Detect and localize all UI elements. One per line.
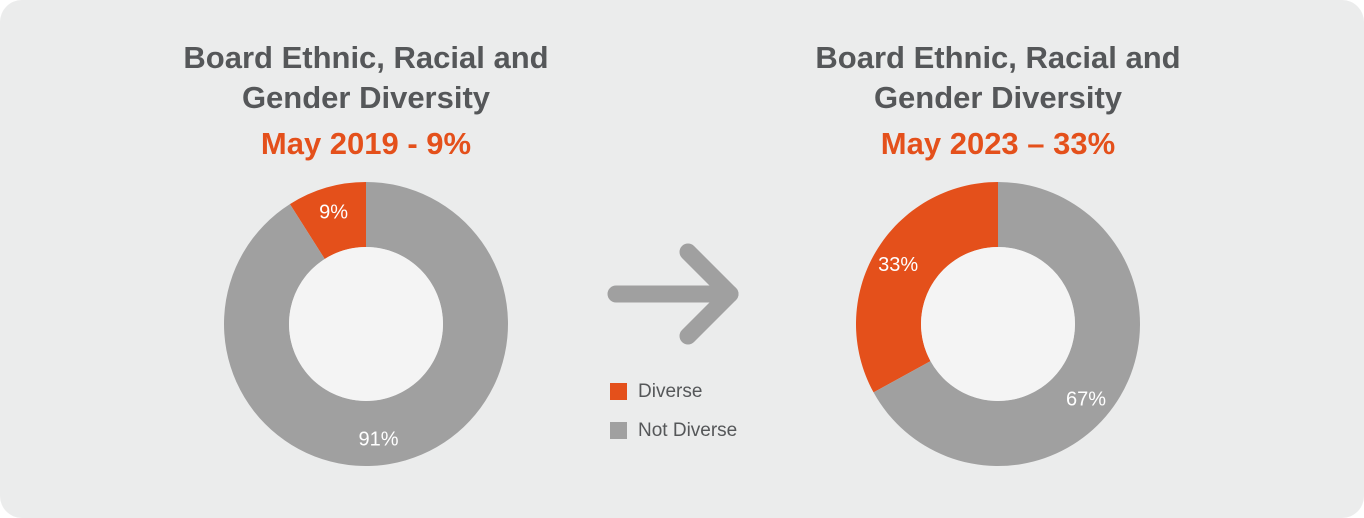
chart-2019: Board Ethnic, Racial and Gender Diversit… bbox=[86, 0, 646, 518]
data-label-diverse: 33% bbox=[878, 254, 918, 276]
donut-hole bbox=[921, 247, 1075, 401]
chart-title-line-1: Board Ethnic, Racial and bbox=[815, 40, 1181, 75]
chart-2023: Board Ethnic, Racial and Gender Diversit… bbox=[718, 0, 1278, 518]
chart-subtitle: May 2023 – 33% bbox=[880, 126, 1116, 161]
donut-chart-2019: 9% 91% bbox=[224, 182, 509, 466]
data-label-not-diverse: 91% bbox=[359, 428, 399, 450]
donut-chart-2023: 33% 67% bbox=[856, 182, 1140, 466]
legend-swatch-diverse bbox=[610, 383, 627, 400]
legend-swatch-not-diverse bbox=[610, 422, 627, 439]
donut-slice-diverse bbox=[289, 182, 366, 259]
chart-title-line-2: Gender Diversity bbox=[241, 80, 491, 115]
legend-label: Not Diverse bbox=[638, 420, 738, 441]
data-label-diverse: 9% bbox=[319, 202, 348, 224]
chart-subtitle: May 2019 - 9% bbox=[260, 126, 472, 161]
donut-slice-diverse bbox=[856, 182, 998, 393]
chart-title-line-2: Gender Diversity bbox=[873, 80, 1123, 115]
donut-slice-not-diverse bbox=[873, 182, 1140, 466]
donut-slice-not-diverse bbox=[224, 182, 509, 466]
arrow-right-icon bbox=[606, 238, 746, 353]
legend-label: Diverse bbox=[638, 381, 703, 402]
chart-title-line-1: Board Ethnic, Racial and bbox=[183, 40, 549, 75]
donut-hole bbox=[289, 247, 443, 401]
data-label-not-diverse: 67% bbox=[1066, 388, 1106, 410]
